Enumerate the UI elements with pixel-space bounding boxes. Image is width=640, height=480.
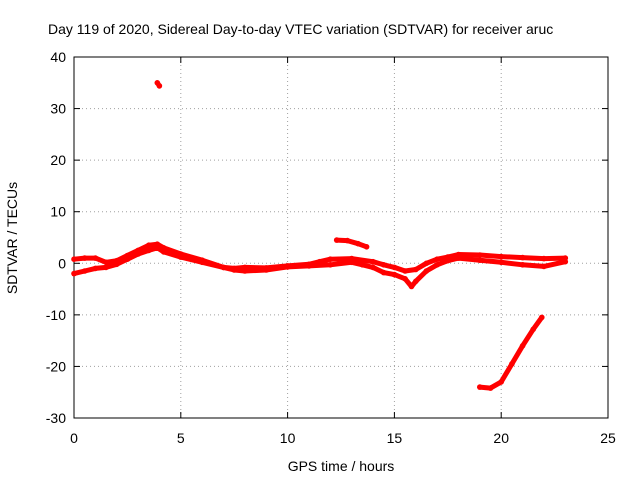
data-point [71,270,77,277]
data-point [519,254,526,261]
data-point [380,269,387,276]
data-point [455,255,462,261]
data-point [359,262,366,268]
y-tick-label: 0 [58,255,66,271]
data-point [327,262,334,268]
grid [74,57,608,418]
data-point [81,255,88,261]
data-point [124,256,131,263]
data-point [199,259,205,266]
y-tick-label: 10 [50,204,66,220]
data-point [391,271,398,278]
y-tick-label: 20 [50,152,66,168]
data-point [348,259,355,266]
data-point [408,283,415,290]
series-arc-12-14 [334,237,370,250]
data-point [363,244,370,250]
data-point [562,258,569,265]
data-point [423,268,430,274]
data-point [154,245,161,251]
data-point [445,257,451,264]
data-point [477,252,483,258]
data-point [344,237,351,244]
y-tick-label: -20 [46,358,66,374]
data-point [413,278,419,285]
y-tick-label: -30 [46,410,66,426]
data-point [92,255,99,261]
data-point [160,249,167,255]
data-point [103,264,109,271]
data-point [263,267,270,273]
x-axis-label: GPS time / hours [288,458,395,474]
data-point [370,264,376,271]
y-axis-label: SDTVAR / TECUs [4,182,20,294]
data-point [92,265,99,272]
data-point [81,268,88,274]
axis-ticks: 0 5 10 15 20 25 40 30 20 10 0 -10 -20 -30 [46,49,616,446]
data-point [103,259,109,266]
data-point [477,384,483,390]
data-point [498,379,505,385]
data-point [539,314,545,321]
data-point [541,263,547,270]
data-point [146,242,152,248]
x-tick-label: 25 [600,430,616,446]
data-point [402,268,408,274]
x-tick-label: 0 [70,430,78,446]
data-point [434,262,440,268]
x-tick-label: 20 [493,430,509,446]
data-point [306,263,312,269]
series-layer [71,80,569,391]
data-point [178,254,184,260]
data-point [423,260,430,267]
data-point [434,256,440,263]
data-point [355,240,361,247]
data-point [509,361,515,367]
data-point [402,276,408,282]
data-point [487,385,494,391]
data-point [284,264,291,270]
data-point [541,255,547,262]
data-point [413,266,419,273]
y-tick-label: 30 [50,101,66,117]
data-point [498,259,505,266]
data-point [146,247,152,254]
data-point [156,83,163,89]
y-tick-label: -10 [46,307,66,323]
data-point [370,258,376,265]
data-point [391,264,398,271]
plot-frame [73,56,609,419]
data-point [135,251,141,257]
chart-title: Day 119 of 2020, Sidereal Day-to-day VTE… [48,21,553,37]
x-tick-label: 5 [177,430,185,446]
data-point [113,261,120,268]
x-tick-label: 15 [387,430,403,446]
data-point [220,264,227,271]
data-point [333,237,340,243]
y-tick-label: 40 [50,49,66,65]
x-tick-label: 10 [280,430,296,446]
data-point [477,257,483,264]
data-point [530,326,536,333]
data-point [327,256,334,263]
data-point [231,267,237,273]
data-point [242,268,248,274]
data-point [519,262,526,268]
data-point [498,253,505,260]
data-point [519,343,526,349]
data-point [71,256,77,263]
data-point [380,262,387,268]
